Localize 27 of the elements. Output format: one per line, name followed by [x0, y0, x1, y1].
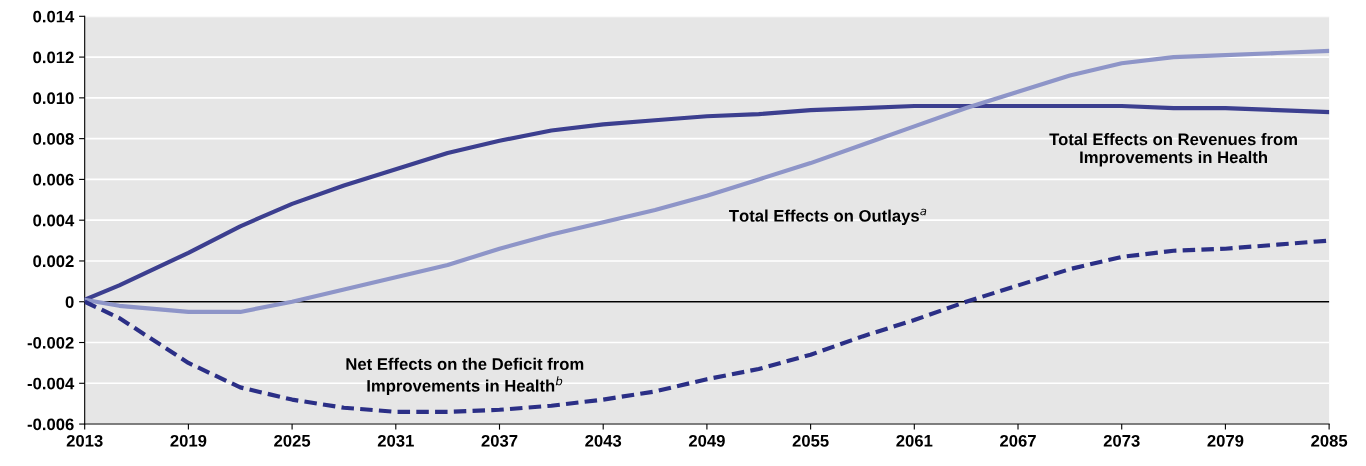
series-label: Total Effects on Outlays$^{a}$ — [729, 208, 927, 226]
x-tick-label: 2055 — [792, 434, 829, 447]
x-tick-label: 2013 — [66, 434, 103, 447]
x-tick-label: 2019 — [170, 434, 207, 447]
x-tick-label: 2085 — [1311, 434, 1348, 447]
x-tick-label: 2025 — [274, 434, 311, 447]
x-tick-label: 2067 — [1000, 434, 1036, 447]
series-label: Net Effects on the Deficit from Improvements in Health$^{b}$ — [346, 357, 584, 396]
x-tick-label: 2049 — [688, 434, 725, 447]
y-tick-label: 0.012 — [33, 51, 74, 64]
series-label: Total Effects on Revenues from Improvements in Health — [1049, 132, 1297, 167]
y-tick-label: -0.006 — [27, 418, 74, 431]
y-tick-label: 0.010 — [33, 92, 74, 105]
x-tick-label: 2073 — [1103, 434, 1140, 447]
x-tick-label: 2031 — [377, 434, 414, 447]
y-tick-label: 0.006 — [33, 173, 74, 186]
x-tick-label: 2043 — [585, 434, 622, 447]
y-tick-label: 0.002 — [33, 255, 74, 268]
y-tick-label: 0.008 — [33, 133, 74, 145]
y-tick-label: -0.004 — [27, 377, 75, 390]
y-tick-label: 0.004 — [33, 214, 75, 227]
y-tick-label: 0.014 — [33, 10, 75, 23]
x-tick-label: 2079 — [1207, 434, 1244, 447]
y-tick-label: -0.002 — [27, 336, 74, 349]
y-tick-label: 0 — [65, 296, 74, 308]
x-tick-label: 2061 — [896, 434, 933, 447]
x-tick-label: 2037 — [481, 434, 518, 447]
